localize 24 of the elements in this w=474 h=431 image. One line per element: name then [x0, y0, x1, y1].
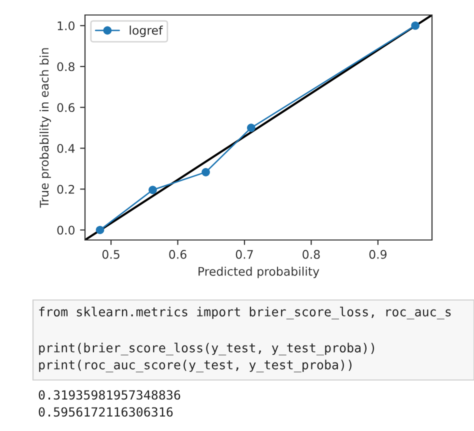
point [96, 226, 104, 234]
x-tick-label: 0.9 [369, 250, 387, 259]
text: 0.31935981957348836 [38, 390, 180, 400]
y-tick-label: 0.2 [57, 184, 74, 194]
y-tick-label: 1.0 [58, 21, 74, 30]
point [246, 124, 256, 132]
x-tick-label: 0.7 [236, 250, 253, 259]
point [411, 21, 420, 30]
y-tick-label: 0.0 [57, 226, 74, 235]
text: print(brier_score_loss(y_test, y_test_proba)) [39, 342, 374, 356]
x-axis-title: Predicted probability [198, 266, 320, 278]
text: from sklearn.metrics import brier_score_loss, roc_auc_s [39, 306, 451, 320]
y-tick-label: 0.8 [57, 62, 74, 72]
y-tick-label: 0.4 [57, 144, 75, 153]
y-tick-label: 0.6 [57, 103, 75, 112]
x-tick-label: 0.5 [102, 250, 120, 259]
point [202, 168, 210, 176]
text: 0.5956172116306316 [38, 407, 173, 417]
x-tick-label: 0.6 [169, 250, 186, 259]
x-tick-label: 0.8 [302, 250, 320, 259]
text: print(roc_auc_score(y_test, y_test_proba)) [39, 360, 352, 372]
point [148, 186, 157, 194]
y-axis-title: True probability in each bin [40, 48, 51, 208]
legend-label: logref [130, 26, 163, 38]
